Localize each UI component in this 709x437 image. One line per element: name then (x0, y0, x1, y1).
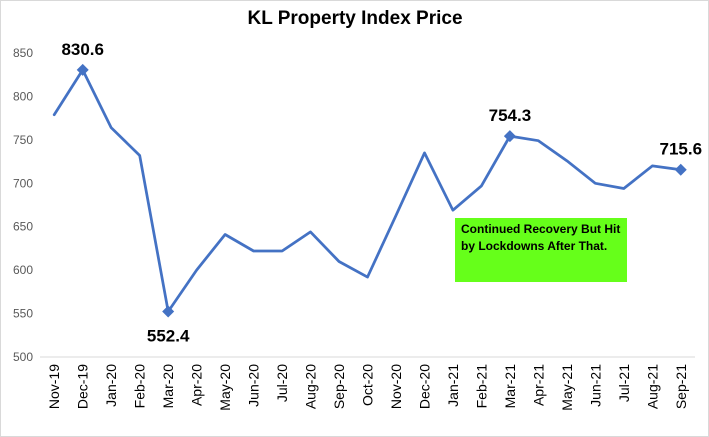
x-tick-label: Oct-20 (360, 364, 376, 406)
x-tick-label: Dec-19 (75, 364, 91, 409)
data-label: 552.4 (147, 326, 190, 345)
data-label: 754.3 (489, 106, 532, 125)
x-tick-label: Jan-21 (445, 364, 461, 407)
y-tick-label: 750 (13, 133, 33, 147)
series-line (52, 68, 683, 313)
annotation-box: Continued Recovery But Hit by Lockdowns … (455, 218, 627, 282)
x-tick-label: Jun-20 (246, 364, 262, 407)
x-tick-label: Jan-20 (103, 364, 119, 407)
y-tick-label: 650 (13, 220, 33, 234)
data-labels: 830.6 552.4 754.3 715.6 (61, 40, 702, 346)
x-tick-label: Apr-21 (530, 364, 546, 406)
series-layer (52, 63, 687, 318)
x-tick-label: Nov-19 (46, 364, 62, 409)
x-tick-label: May-20 (217, 364, 233, 411)
diamond-marker (503, 130, 516, 143)
y-tick-label: 550 (13, 307, 33, 321)
x-tick-label: May-21 (559, 364, 575, 411)
x-tick-label: Mar-21 (502, 364, 518, 409)
x-tick-label: Jul-21 (616, 364, 632, 402)
diamond-marker (162, 305, 175, 318)
chart-title: KL Property Index Price (247, 8, 462, 29)
x-tick-label: Aug-20 (303, 364, 319, 409)
x-tick-label: Dec-20 (416, 364, 432, 409)
diamond-marker (76, 63, 89, 76)
y-tick-label: 600 (13, 263, 33, 277)
y-tick-label: 800 (13, 89, 33, 103)
x-tick-label: Aug-21 (644, 364, 660, 409)
x-tick-label: Apr-20 (189, 364, 205, 406)
data-label: 830.6 (61, 40, 104, 59)
x-tick-label: Mar-20 (160, 364, 176, 409)
x-tick-label: Jul-20 (274, 364, 290, 402)
y-tick-label: 850 (13, 46, 33, 60)
x-tick-label: Jun-21 (587, 364, 603, 407)
x-tick-label: Feb-21 (473, 364, 489, 409)
x-axis: Nov-19 Dec-19 Jan-20 Feb-20 Mar-20 Apr-20 May-… (40, 356, 695, 411)
x-tick-label: Nov-20 (388, 364, 404, 409)
x-tick-label: Feb-20 (132, 364, 148, 409)
y-axis: 500 550 600 650 700 750 800 850 (13, 46, 33, 364)
data-label: 715.6 (659, 140, 702, 159)
y-tick-label: 500 (13, 350, 33, 364)
y-tick-label: 700 (13, 176, 33, 190)
x-tick-label: Sep-20 (331, 364, 347, 409)
x-tick-label: Sep-21 (673, 364, 689, 409)
diamond-marker (674, 163, 687, 176)
